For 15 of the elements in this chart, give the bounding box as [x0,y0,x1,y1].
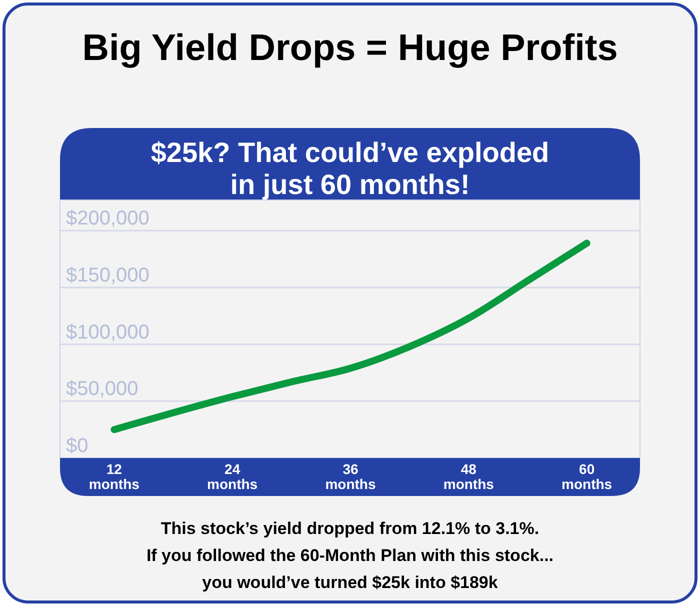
text: If you followed the 60-Month Plan with this stock... [146,546,554,565]
y-tick-label: $50,000 [66,378,138,400]
chart-subtitle: $25k? That could’ve exploded in just 60 months! [150,137,550,200]
text: This stock’s yield dropped from 12.1% to 3.1%. [160,519,540,538]
x-tick-label: 60 months [562,461,612,492]
chart-title: Big Yield Drops = Huge Profits [82,27,618,68]
y-tick-label: $200,000 [66,208,150,230]
y-tick-label: $0 [66,435,88,457]
x-tick-label: 24 months [207,461,258,492]
x-tick-label: 48 months [443,461,494,492]
x-tick-label: 12 months [88,461,140,492]
y-tick-label: $100,000 [66,321,150,344]
text: you would’ve turned $25k into $189k [202,573,498,592]
x-tick-label: 36 months [325,461,376,492]
y-tick-label: $150,000 [66,264,150,287]
